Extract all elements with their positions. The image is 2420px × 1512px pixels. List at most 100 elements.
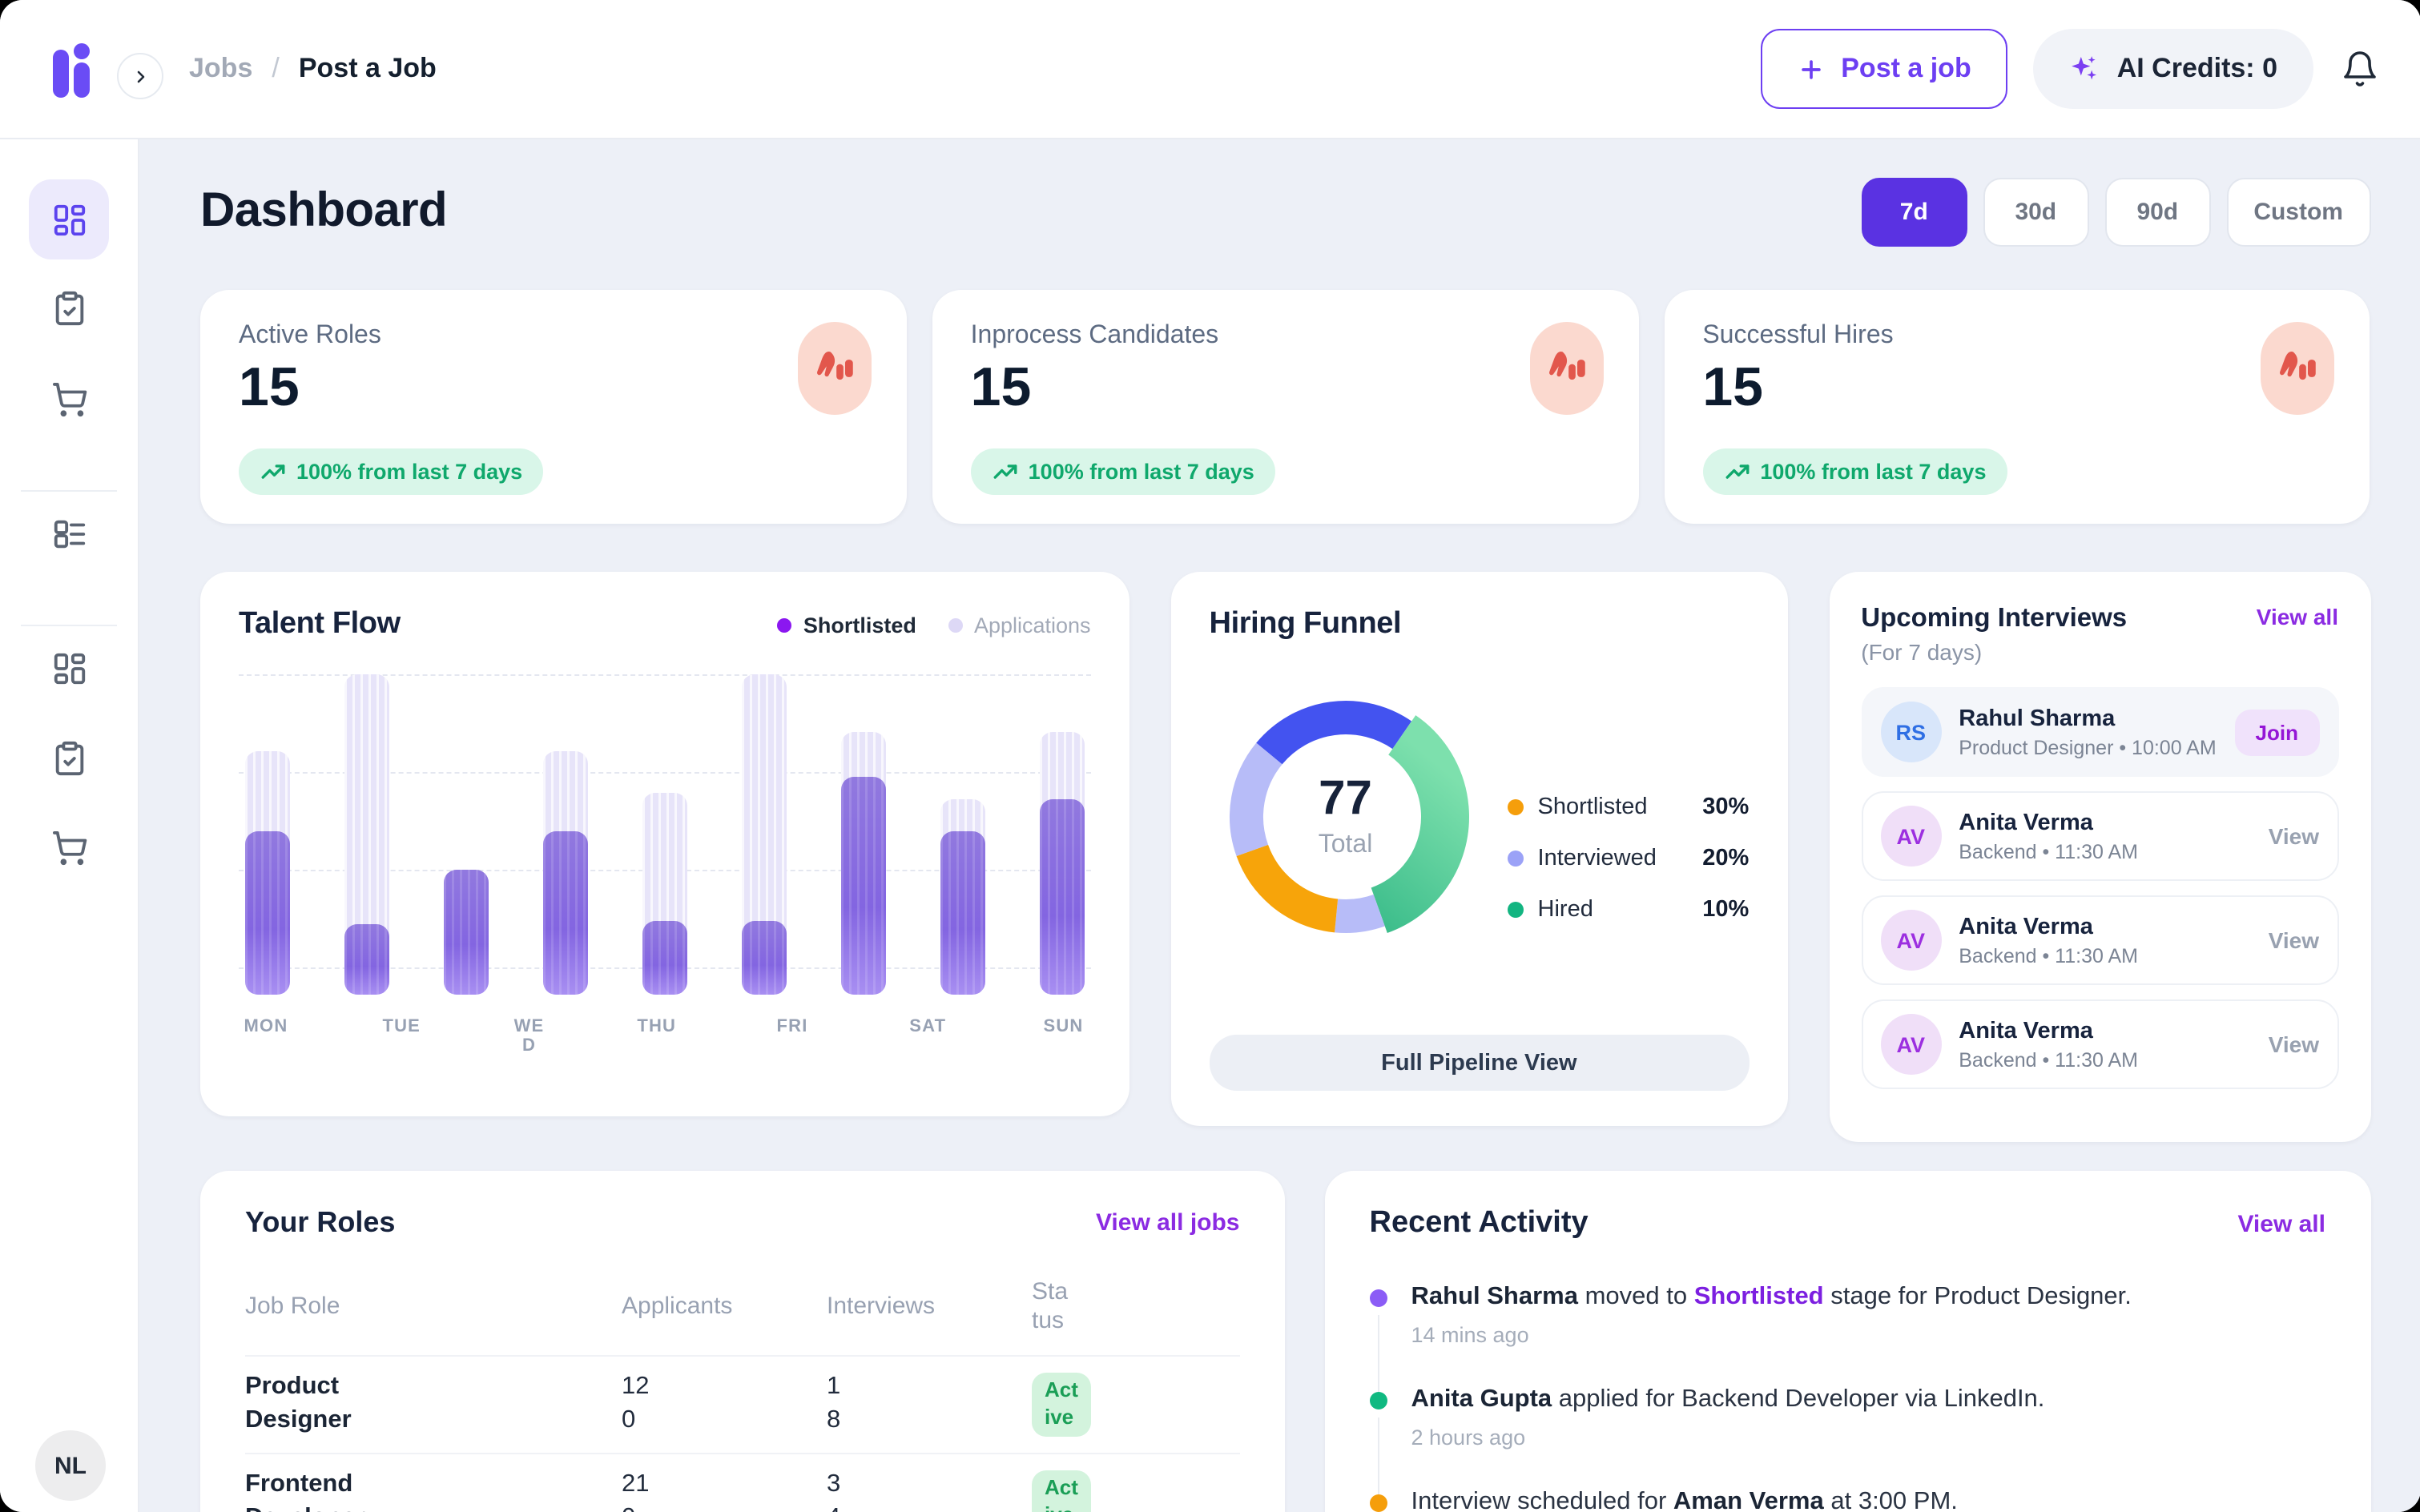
bar-day-7[interactable]: [940, 674, 985, 995]
activity-text-part: Interview scheduled for: [1411, 1488, 1673, 1512]
activity-view-all-link[interactable]: View all: [2237, 1210, 2325, 1237]
shopping-cart-icon: [50, 380, 87, 417]
sidebar-item-layout-dashboard[interactable]: [29, 179, 109, 259]
interview-info: Anita Verma Backend • 11:30 AM: [1959, 1018, 2138, 1071]
activity-text: Interview scheduled for Aman Verma at 3:…: [1411, 1488, 2326, 1512]
interview-row[interactable]: AV Anita Verma Backend • 11:30 AM View: [1861, 791, 2338, 881]
post-a-job-button[interactable]: Post a job: [1761, 29, 2008, 109]
sidebar-item-layout-list[interactable]: [29, 493, 109, 573]
interview-detail: Product Designer • 10:00 AM: [1959, 736, 2217, 758]
bar-day-0[interactable]: [245, 674, 290, 995]
sidebar-item-clipboard-check[interactable]: [29, 718, 109, 798]
legend-dot: [777, 617, 792, 632]
funnel-legend-interviewed: Interviewed 20%: [1507, 845, 1750, 871]
roles-view-all-jobs-link[interactable]: View all jobs: [1095, 1209, 1240, 1237]
bar-day-6[interactable]: [840, 674, 886, 995]
bar-shortlisted: [1039, 799, 1085, 995]
layout-dashboard-icon: [50, 201, 87, 238]
avatar: AV: [1880, 910, 1942, 971]
interview-row[interactable]: AV Anita Verma Backend • 11:30 AM View: [1861, 999, 2338, 1089]
post-a-job-label: Post a job: [1841, 53, 1971, 83]
bar-day-3[interactable]: [542, 674, 588, 995]
table-row[interactable]: Product Designer 12 0 1 8 Act ive: [245, 1355, 1240, 1453]
bars-container: [239, 674, 1091, 995]
view-link[interactable]: View: [2268, 1031, 2319, 1057]
bar-day-8[interactable]: [1039, 674, 1085, 995]
sidebar-item-layout-dashboard[interactable]: [29, 628, 109, 708]
charts-row: Talent Flow Shortlisted Applications MON T…: [200, 572, 2370, 1142]
notifications-bell-icon[interactable]: [2338, 48, 2380, 90]
filter-custom[interactable]: Custom: [2226, 177, 2370, 246]
interviews-view-all-link[interactable]: View all: [2256, 604, 2338, 629]
bar-day-4[interactable]: [642, 674, 687, 995]
topbar-actions: Post a job AI Credits: 0: [1761, 29, 2380, 109]
filter-30d[interactable]: 30d: [1983, 177, 2089, 246]
view-link[interactable]: View: [2268, 927, 2319, 953]
sidebar-expand-button[interactable]: [117, 53, 163, 99]
applicants-cell: 12 0: [622, 1373, 650, 1434]
donut-total-value: 77: [1319, 771, 1372, 824]
view-link[interactable]: View: [2268, 823, 2319, 849]
bar-shortlisted: [344, 924, 389, 995]
user-avatar[interactable]: NL: [35, 1430, 106, 1501]
legend-label: Shortlisted: [803, 613, 916, 637]
x-axis-label: SUN: [1043, 1017, 1084, 1036]
sidebar-item-clipboard-check[interactable]: [29, 267, 109, 348]
brand-logo-icon[interactable]: [53, 43, 101, 98]
trend-up-icon: [992, 458, 1019, 485]
sidebar-item-shopping-cart[interactable]: [29, 359, 109, 439]
filter-90d[interactable]: 90d: [2104, 177, 2211, 246]
bar-day-5[interactable]: [741, 674, 787, 995]
interview-name: Anita Verma: [1959, 1018, 2093, 1044]
bar-shortlisted: [840, 777, 886, 995]
legend-item-applications: Applications: [948, 613, 1091, 637]
sidebar-item-shopping-cart[interactable]: [29, 807, 109, 887]
bar-day-1[interactable]: [344, 674, 389, 995]
stat-delta-text: 100% from last 7 days: [296, 460, 523, 484]
sidebar: NL: [0, 138, 139, 1512]
interviews-list: RS Rahul Sharma Product Designer • 10:00 A…: [1861, 687, 2338, 1089]
legend-percent: 20%: [1702, 845, 1750, 871]
stat-card: Inprocess Candidates 15 100% from last 7 d…: [932, 290, 1639, 524]
interview-row[interactable]: AV Anita Verma Backend • 11:30 AM View: [1861, 895, 2338, 985]
hiring-funnel-title: Hiring Funnel: [1209, 607, 1402, 641]
donut-chart: [1222, 693, 1469, 940]
stats-row: Active Roles 15 100% from last 7 days Inpro…: [200, 290, 2370, 524]
table-row[interactable]: FrontendDeveloper 210 34 Active: [245, 1452, 1240, 1512]
full-pipeline-view-button[interactable]: Full Pipeline View: [1209, 1035, 1750, 1091]
gridline: [239, 674, 1091, 676]
hiring-funnel-legend: Shortlisted 30% Interviewed 20% Hired 10%: [1507, 681, 1750, 1035]
role-cell: FrontendDeveloper: [245, 1470, 365, 1512]
page-title: Dashboard: [200, 184, 448, 237]
activity-item: Anita Gupta applied for Backend Develope…: [1369, 1385, 2326, 1494]
interview-name: Anita Verma: [1959, 810, 2093, 835]
hand-coins-icon: [1529, 322, 1604, 415]
layout-list-icon: [50, 515, 87, 552]
activity-text-part: applied for Backend Developer via Linked…: [1552, 1385, 2045, 1413]
donut-segment-hired-arc: [1222, 693, 1469, 940]
activity-timestamp: 2 hours ago: [1411, 1426, 1526, 1450]
interview-row[interactable]: RS Rahul Sharma Product Designer • 10:00 A…: [1861, 687, 2338, 777]
legend-label: Shortlisted: [1537, 794, 1648, 819]
topbar: Jobs / Post a Job Post a job AI Credits:…: [0, 0, 2420, 139]
donut-total-label: Total: [1318, 830, 1373, 858]
activity-text: Rahul Sharma moved to Shortlisted stage …: [1411, 1283, 2326, 1312]
talent-flow-card: Talent Flow Shortlisted Applications MON T…: [200, 572, 1129, 1116]
join-button[interactable]: Join: [2234, 709, 2319, 755]
stat-delta-badge: 100% from last 7 days: [970, 448, 1275, 495]
x-axis-label: MON: [244, 1017, 288, 1036]
main-content: Dashboard 7d 30d 90d Custom Active Roles 15 1…: [139, 139, 2420, 1512]
legend-item-shortlisted: Shortlisted: [777, 613, 916, 637]
bar-day-2[interactable]: [443, 674, 489, 995]
ai-credits-pill[interactable]: AI Credits: 0: [2033, 29, 2313, 109]
filter-7d[interactable]: 7d: [1861, 177, 1967, 246]
recent-activity-card: Recent Activity View all Rahul Sharma mo…: [1324, 1171, 2370, 1512]
bar-shortlisted: [642, 921, 687, 995]
talent-flow-x-labels: MON TUE WED THU FRI SAT SUN: [239, 1017, 1091, 1056]
layout-dashboard-icon: [50, 649, 87, 686]
x-axis-label: FRI: [776, 1017, 808, 1036]
breadcrumb-section[interactable]: Jobs: [189, 53, 253, 83]
activity-item: Rahul Sharma moved to Shortlisted stage …: [1369, 1283, 2326, 1392]
shopping-cart-icon: [50, 829, 87, 866]
